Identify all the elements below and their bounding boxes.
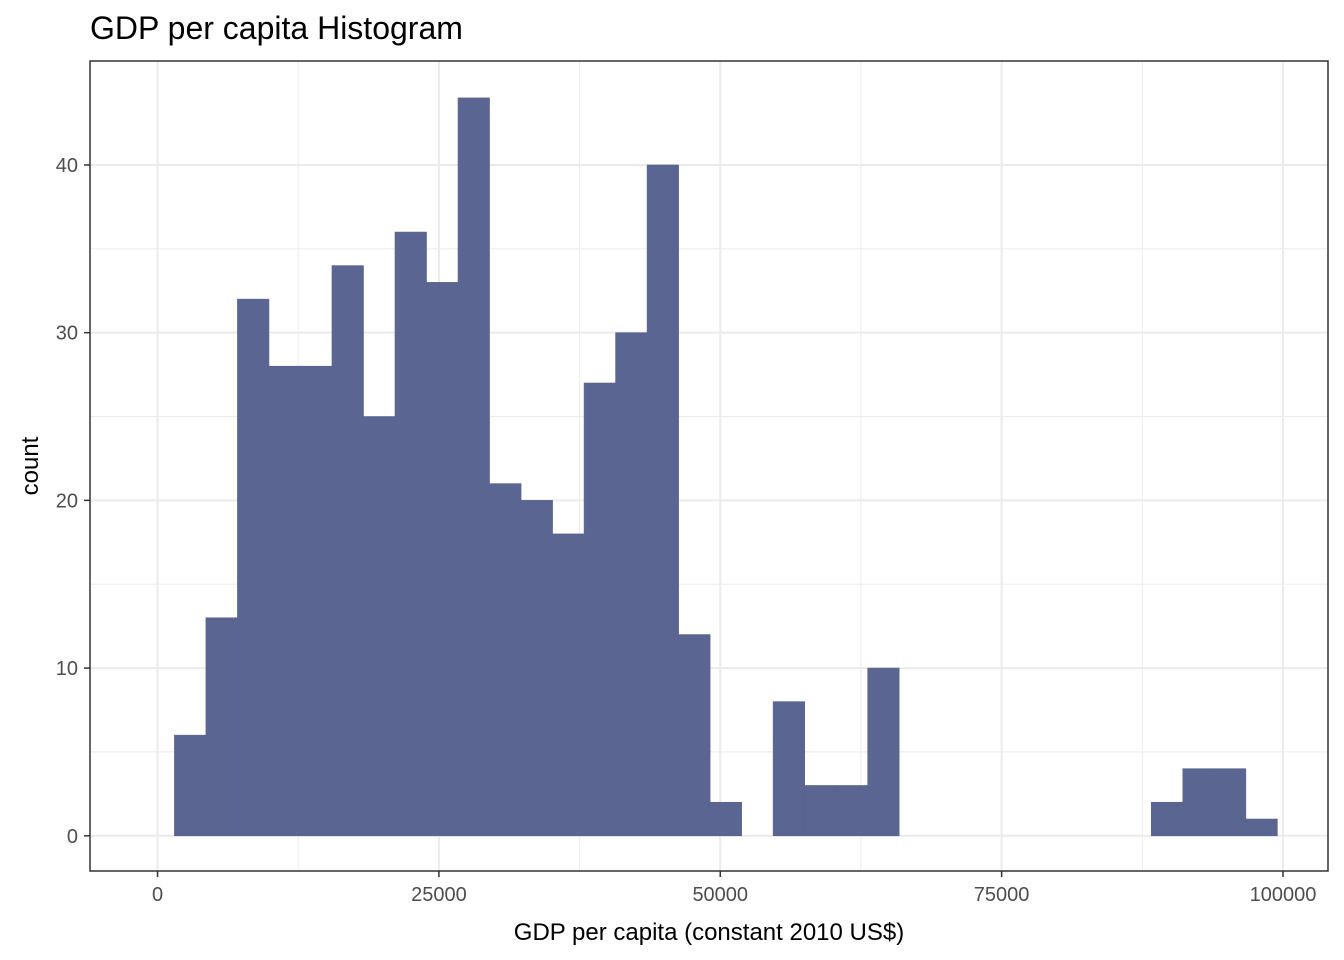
histogram-bar [457,97,490,837]
histogram-bar [835,785,868,837]
histogram-bar [678,634,711,837]
histogram-bar [804,785,837,837]
histogram-bar [205,617,238,837]
x-axis: 0 25000 50000 75000 100000 [152,871,1316,906]
histogram-bar [583,382,616,837]
x-tick-label: 0 [152,884,163,906]
histogram-bar [646,164,679,837]
y-tick-label: 20 [56,490,78,512]
chart-title: GDP per capita Histogram [90,10,463,46]
x-axis-title: GDP per capita (constant 2010 US$) [514,919,904,946]
y-axis-title: count [17,436,44,495]
histogram-bar [709,801,742,837]
y-tick-label: 30 [56,323,78,345]
histogram-bar [300,365,333,837]
x-tick-label: 50000 [692,884,748,906]
histogram-bar [867,667,900,837]
panel-border [89,60,1329,872]
histogram-bar [489,483,522,837]
x-tick-label: 100000 [1250,884,1317,906]
histogram-bar [552,533,585,837]
histogram-bar [268,365,301,837]
histogram-bar [520,500,553,837]
y-tick-label: 10 [56,658,78,680]
histogram-bar [237,298,270,837]
x-tick-label: 25000 [411,884,467,906]
histogram-bar [615,332,648,837]
y-tick-label: 0 [67,826,78,848]
histogram-bar [394,231,427,837]
histogram-bar [1151,801,1184,837]
histogram-bar [1214,768,1247,837]
y-tick-label: 40 [56,155,78,177]
histogram-bars [174,97,1278,837]
histogram-bar [174,734,207,837]
y-axis: 0 10 20 30 40 [56,155,90,848]
histogram-bar [363,416,396,837]
histogram-bar [1245,818,1278,837]
histogram-bar [772,701,805,837]
histogram-bar [331,265,364,837]
histogram-bar [426,282,459,837]
x-tick-label: 75000 [974,884,1030,906]
histogram-bar [1182,768,1215,837]
